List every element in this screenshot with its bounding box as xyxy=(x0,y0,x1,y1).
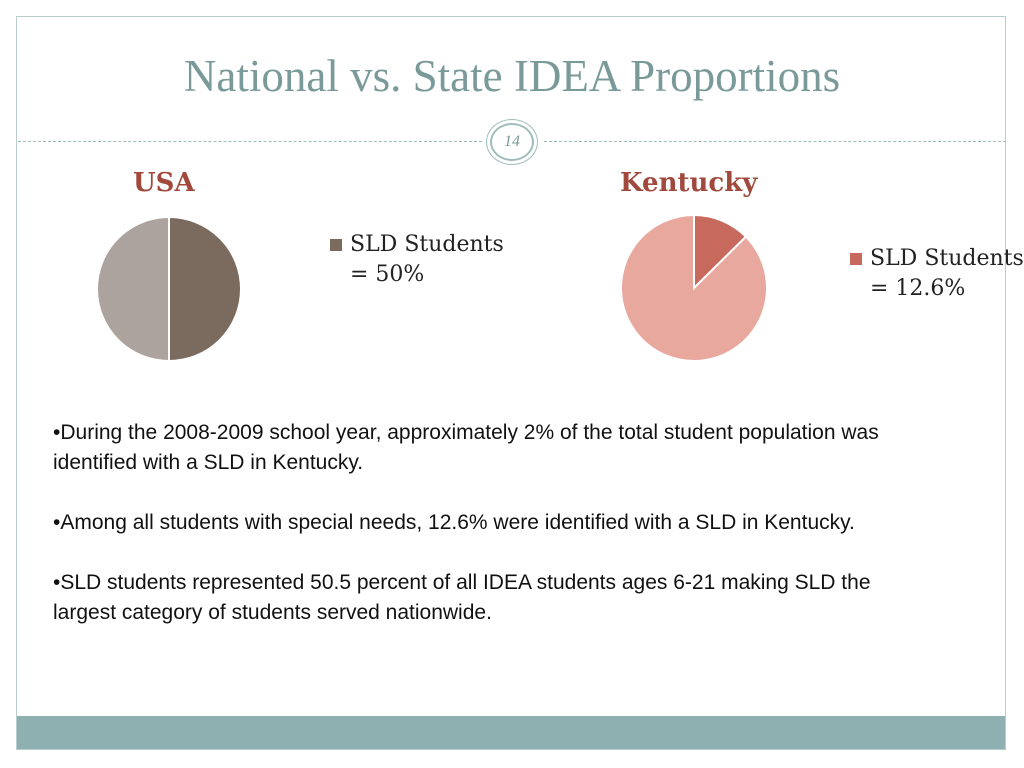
pie-slice-other xyxy=(620,213,768,362)
pie-chart-usa xyxy=(96,215,242,363)
pie-slice-other xyxy=(96,215,170,363)
chart-title-usa: USA xyxy=(133,168,195,198)
legend-kentucky: SLD Students = 12.6% xyxy=(850,244,1024,304)
legend-label-usa: SLD Students = 50% xyxy=(350,232,504,287)
page-number-badge: 14 xyxy=(486,119,538,165)
legend-label-kentucky: SLD Students = 12.6% xyxy=(870,246,1024,301)
bullet-item: •During the 2008-2009 school year, appro… xyxy=(53,421,879,474)
bullet-item: •SLD students represented 50.5 percent o… xyxy=(53,571,871,624)
title-divider-right xyxy=(544,141,1006,142)
pie-chart-kentucky xyxy=(620,213,768,362)
pie-slice-sld xyxy=(693,213,748,291)
pie-slice-sld xyxy=(168,215,242,363)
bullet-item: •Among all students with special needs, … xyxy=(53,511,855,534)
title-divider-left xyxy=(18,141,482,142)
bullet-list: •During the 2008-2009 school year, appro… xyxy=(53,418,933,658)
legend-swatch-usa xyxy=(330,239,342,251)
slide-title: National vs. State IDEA Proportions xyxy=(183,51,841,101)
legend-usa: SLD Students = 50% xyxy=(330,230,515,290)
footer-band xyxy=(17,716,1005,749)
page-number: 14 xyxy=(490,123,534,161)
legend-swatch-kentucky xyxy=(850,253,862,265)
chart-title-kentucky: Kentucky xyxy=(620,168,758,198)
